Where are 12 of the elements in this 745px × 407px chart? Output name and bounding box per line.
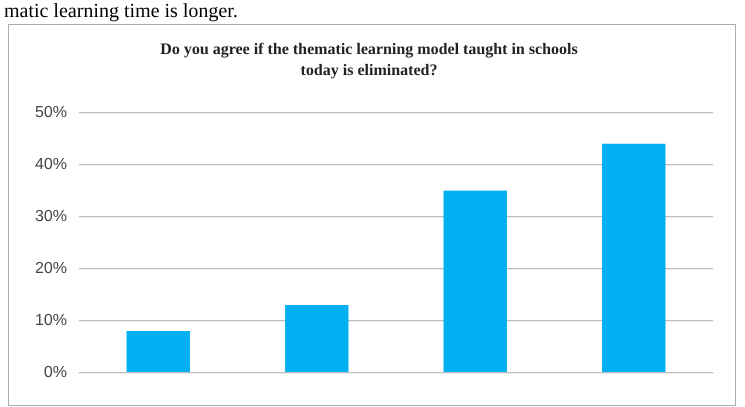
- y-tick-label: 40%: [34, 156, 68, 174]
- y-tick-label: 20%: [34, 260, 68, 278]
- y-tick-label: 30%: [34, 208, 68, 226]
- y-tick-label: 10%: [34, 312, 68, 330]
- y-tick-label: 0%: [44, 364, 68, 382]
- bar: [602, 144, 666, 372]
- bar: [285, 305, 348, 372]
- chart-title: Do you agree if the thematic learning model taught in schools today is eliminated?: [159, 40, 579, 81]
- bar: [444, 190, 507, 372]
- text: matic learning time is longer.: [4, 0, 238, 22]
- bar: [126, 331, 190, 372]
- y-tick-label: 50%: [34, 104, 68, 122]
